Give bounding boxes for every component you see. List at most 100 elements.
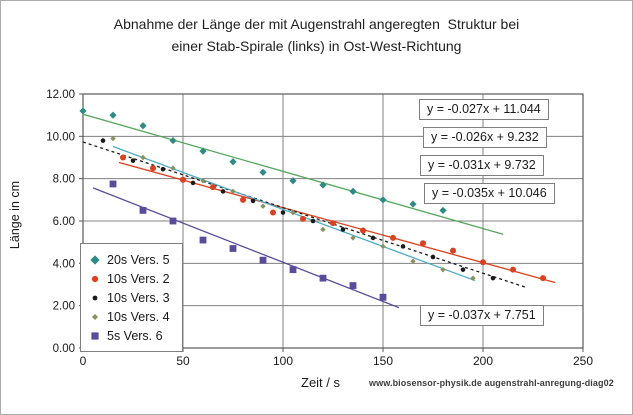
equation-label: y = -0.037x + 7.751 [420,305,544,326]
trend-line [82,113,504,235]
data-point [190,180,196,186]
diamond-marker-icon [89,254,107,266]
data-point [460,267,466,272]
y-tick-label: 2.00 [53,301,75,313]
data-point [100,138,106,143]
y-tick-label: 10.00 [46,131,75,143]
data-point [210,184,216,191]
chart-title: Abnahme der Länge der mit Augenstrahl an… [1,13,632,57]
data-point [250,198,256,204]
data-point [160,166,166,172]
equation-label: y = -0.031x + 9.732 [420,155,544,176]
data-point [289,266,297,274]
data-point [349,282,357,289]
data-point [390,234,396,241]
y-tick-label: 4.00 [53,258,75,270]
data-point [139,122,147,130]
data-point [170,165,176,171]
data-point [169,217,177,225]
data-point [79,107,87,115]
legend: 20s Vers. 5 10s Vers. 2 10s Vers. 3 10s Ver… [80,243,183,352]
legend-item-label: 10s Vers. 3 [107,290,170,305]
data-point [420,240,426,247]
chart-title-line1: Abnahme der Länge der mit Augenstrahl an… [113,16,520,32]
data-point [349,187,357,195]
data-point [470,275,476,281]
legend-item: 10s Vers. 3 [89,288,170,307]
x-tick-label: 50 [176,354,190,368]
equation-label: y = -0.035x + 10.046 [424,183,555,204]
x-tick-label: 0 [80,354,87,368]
x-tick-label: 200 [473,354,493,368]
data-point [480,259,486,266]
data-point [109,111,117,119]
data-point [360,227,366,234]
data-point [350,235,356,241]
x-tick-label: 250 [573,354,593,368]
x-tick-label: 150 [373,354,393,368]
watermark-text: www.biosensor-physik.de augenstrahl-anre… [369,378,614,388]
data-point [280,210,286,215]
data-point [320,226,326,233]
y-tick-label: 8.00 [53,174,75,186]
data-point [289,177,297,185]
data-point [290,209,296,216]
data-point [490,275,496,281]
data-point [439,206,447,215]
data-point [409,200,417,208]
data-point [199,236,207,244]
square-marker-icon [89,330,107,342]
data-point [120,154,126,161]
data-point [139,207,147,214]
legend-item: 10s Vers. 2 [89,269,170,288]
data-point [130,158,136,163]
diamond-small-marker-icon [89,311,107,323]
data-point [540,275,546,282]
circle-marker-icon [89,273,107,285]
legend-item-label: 10s Vers. 2 [107,271,170,286]
data-point [169,136,177,145]
x-axis-label: Zeit / s [301,375,341,390]
data-point [220,189,226,194]
data-point [319,274,327,282]
data-point [330,220,336,227]
data-point [140,154,146,161]
data-point [240,196,246,203]
data-point [430,254,436,260]
data-point [410,258,416,264]
data-point [380,243,386,250]
data-point [109,180,117,188]
data-point [229,245,237,252]
data-point [340,227,346,232]
equation-label: y = -0.027x + 11.044 [419,99,549,120]
data-point [270,209,276,216]
data-point [450,247,456,254]
data-point [310,218,316,224]
y-tick-label: 6.00 [53,216,75,228]
data-point [180,176,186,183]
legend-item-label: 5s Vers. 6 [107,328,163,343]
data-point [319,181,327,189]
data-point [440,266,446,273]
legend-item: 20s Vers. 5 [89,250,170,269]
data-point [230,188,236,195]
circle-small-marker-icon [89,292,107,304]
chart-title-line2: einer Stab-Spirale (links) in Ost-West-R… [171,38,462,54]
data-point [260,203,266,209]
data-point [510,266,516,273]
legend-item-label: 20s Vers. 5 [107,252,170,267]
x-tick-label: 100 [273,354,293,368]
data-point [259,168,267,176]
equation-label: y = -0.026x + 9.232 [423,127,547,148]
data-point [400,244,406,249]
data-point [200,178,206,184]
y-tick-label: 0.00 [53,343,75,355]
y-axis-label: Länge in cm [8,180,22,250]
data-point [379,293,387,301]
legend-item: 5s Vers. 6 [89,326,170,345]
y-tick-label: 12.00 [46,89,75,101]
legend-item-label: 10s Vers. 4 [107,309,170,324]
data-point [110,135,116,142]
